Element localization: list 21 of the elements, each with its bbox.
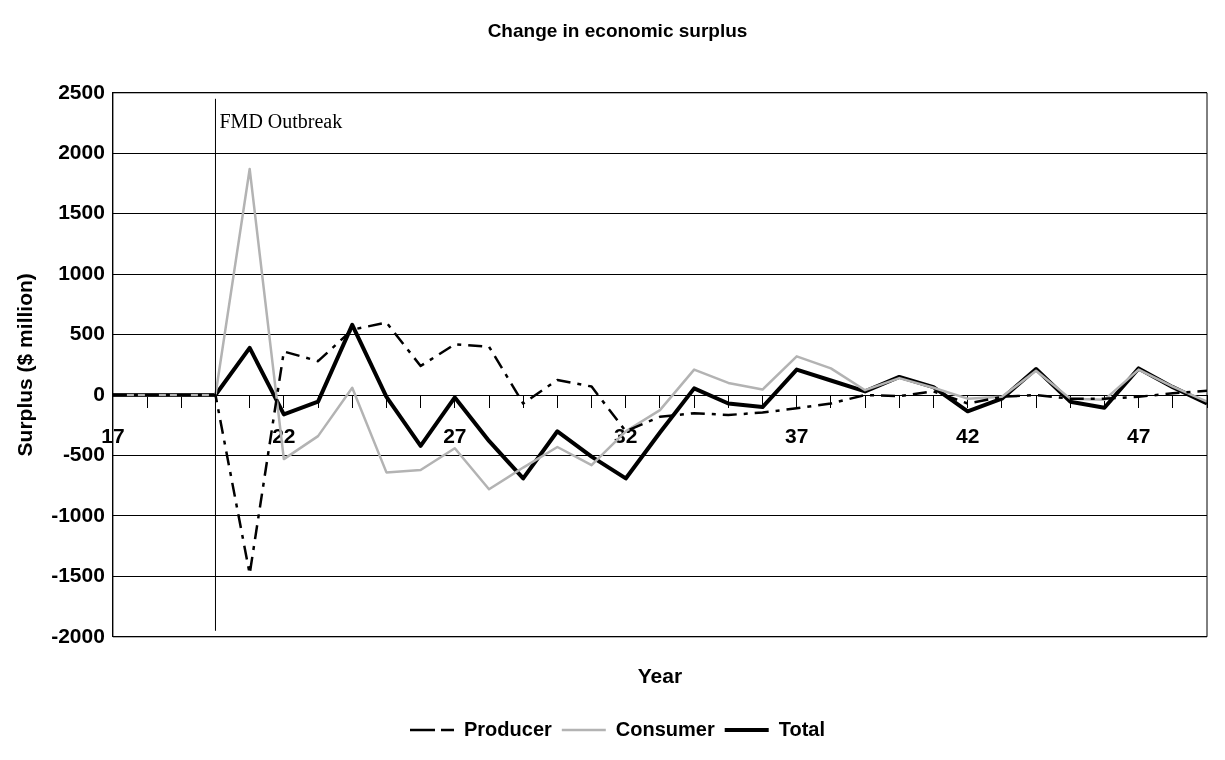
y-tick-label: -1500 xyxy=(51,563,105,587)
y-tick-label: 500 xyxy=(69,321,105,345)
y-tick-label: -1000 xyxy=(51,502,105,526)
y-tick-label: -500 xyxy=(62,442,105,466)
y-tick-label: 1500 xyxy=(58,200,105,224)
legend-label: Consumer xyxy=(615,717,715,740)
y-tick-label: 0 xyxy=(93,381,105,405)
legend-label: Total xyxy=(778,717,826,740)
y-tick-label: 2500 xyxy=(58,79,105,103)
ref-line-label: FMD Outbreak xyxy=(219,110,343,133)
x-axis-title: Year xyxy=(637,664,683,688)
y-tick-label: 2000 xyxy=(58,140,105,164)
legend-label: Producer xyxy=(464,717,553,740)
x-tick-label: 37 xyxy=(785,424,809,448)
chart-title: Change in economic surplus xyxy=(487,19,748,41)
x-tick-label: 27 xyxy=(443,424,467,448)
x-tick-label: 42 xyxy=(955,424,980,448)
y-tick-label: -2000 xyxy=(51,623,105,647)
y-axis-title: Surplus ($ million) xyxy=(13,273,37,457)
y-tick-label: 1000 xyxy=(58,260,105,284)
x-tick-label: 47 xyxy=(1126,424,1151,448)
